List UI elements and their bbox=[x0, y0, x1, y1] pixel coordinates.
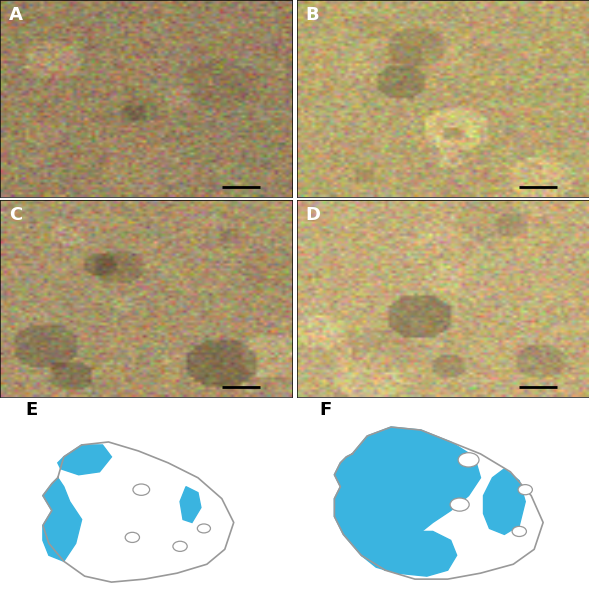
Text: D: D bbox=[306, 206, 320, 224]
Polygon shape bbox=[361, 532, 456, 576]
Ellipse shape bbox=[173, 541, 187, 551]
Ellipse shape bbox=[450, 498, 469, 511]
Ellipse shape bbox=[125, 532, 140, 542]
Polygon shape bbox=[58, 445, 111, 475]
Text: E: E bbox=[25, 401, 37, 419]
Polygon shape bbox=[484, 469, 525, 535]
Text: B: B bbox=[306, 6, 319, 24]
Polygon shape bbox=[43, 442, 234, 582]
Polygon shape bbox=[335, 427, 543, 579]
Polygon shape bbox=[43, 478, 82, 561]
Polygon shape bbox=[180, 487, 201, 523]
Text: F: F bbox=[319, 401, 332, 419]
Text: C: C bbox=[9, 206, 22, 224]
Ellipse shape bbox=[133, 484, 150, 496]
Polygon shape bbox=[335, 427, 481, 570]
Text: A: A bbox=[9, 6, 22, 24]
Ellipse shape bbox=[458, 453, 479, 467]
Ellipse shape bbox=[512, 526, 527, 536]
Ellipse shape bbox=[197, 524, 210, 533]
Ellipse shape bbox=[518, 485, 532, 495]
